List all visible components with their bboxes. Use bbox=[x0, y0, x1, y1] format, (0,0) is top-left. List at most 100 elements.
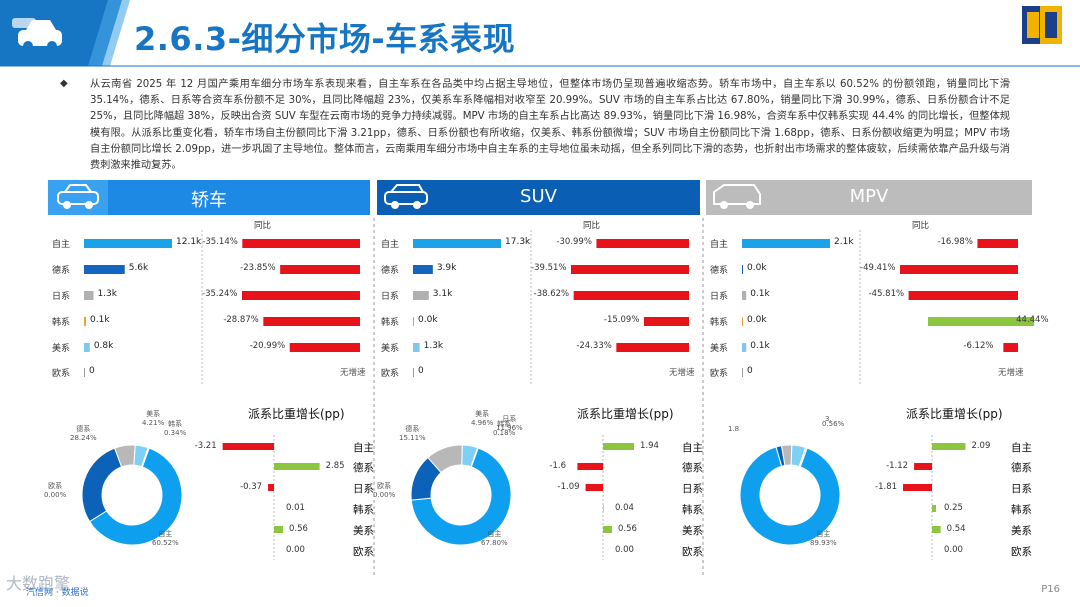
donut-label: 美系 4.21% bbox=[142, 410, 165, 427]
share-change-bar-negative bbox=[585, 484, 603, 491]
share-change-value: 0.56 bbox=[288, 524, 308, 534]
yoy-value: -6.12% bbox=[963, 341, 994, 351]
category-label: 德系 bbox=[52, 266, 71, 276]
donut-label: 韩系 0.18% bbox=[493, 420, 516, 437]
yoy-value: -30.99% bbox=[556, 237, 592, 247]
yoy-bar-negative bbox=[289, 343, 360, 352]
share-category-label: 德系 bbox=[1011, 462, 1032, 474]
segment-label: 轿车 bbox=[191, 190, 227, 211]
brand-logo-icon bbox=[1022, 6, 1062, 44]
header-graphic bbox=[0, 0, 1080, 67]
category-label: 欧系 bbox=[381, 369, 400, 379]
share-change-value: -1.81 bbox=[875, 482, 898, 492]
category-label: 韩系 bbox=[710, 318, 729, 328]
volume-value: 0.1k bbox=[750, 341, 770, 351]
segment-band-suv: SUV bbox=[377, 180, 700, 215]
volume-bar bbox=[413, 343, 420, 352]
share-change-value: 0.04 bbox=[615, 503, 634, 513]
donut-label: 欧系 0.00% bbox=[44, 482, 67, 499]
share-category-label: 自主 bbox=[682, 442, 703, 454]
yoy-value: -20.99% bbox=[249, 341, 286, 351]
yoy-value: -35.24% bbox=[202, 289, 238, 299]
yoy-value: -15.09% bbox=[603, 315, 640, 325]
footer-brand: 大数跑擎 bbox=[6, 574, 71, 593]
category-label: 韩系 bbox=[52, 318, 71, 328]
page-number: P16 bbox=[1041, 584, 1060, 595]
share-category-label: 韩系 bbox=[353, 504, 374, 516]
share-category-label: 自主 bbox=[1011, 442, 1032, 454]
category-label: 日系 bbox=[710, 292, 729, 302]
share-change-title: 派系比重增长(pp) bbox=[906, 407, 1003, 421]
share-change-value: 1.94 bbox=[640, 441, 659, 451]
volume-bar bbox=[742, 239, 830, 248]
yoy-header: 同比 bbox=[912, 221, 930, 231]
volume-bar bbox=[413, 265, 433, 274]
share-change-bar-negative bbox=[577, 463, 603, 470]
volume-value: 3.9k bbox=[436, 263, 457, 273]
segment-band-mpv: MPV bbox=[706, 180, 1032, 215]
volume-value: 0.0k bbox=[747, 263, 767, 273]
yoy-value: -49.41% bbox=[860, 263, 896, 273]
yoy-bar-negative bbox=[573, 291, 689, 300]
share-category-label: 美系 bbox=[682, 525, 703, 537]
yoy-value: -38.62% bbox=[533, 289, 570, 299]
volume-bar bbox=[413, 317, 414, 326]
yoy-header: 同比 bbox=[254, 221, 272, 231]
yoy-bar-negative bbox=[242, 291, 360, 300]
donut-slice bbox=[81, 447, 123, 523]
volume-value: 0.1k bbox=[90, 315, 110, 325]
yoy-bar-negative bbox=[900, 265, 1018, 274]
volume-bar bbox=[742, 368, 743, 377]
share-change-value: 2.85 bbox=[325, 461, 345, 471]
yoy-value: 44.44% bbox=[1016, 315, 1049, 325]
share-category-label: 日系 bbox=[353, 483, 374, 495]
volume-value: 0.0k bbox=[418, 315, 438, 325]
donut-label: 德系 28.24% bbox=[70, 425, 97, 442]
share-change-title: 派系比重增长(pp) bbox=[248, 407, 345, 421]
volume-value: 12.1k bbox=[176, 237, 202, 247]
share-change-bar-positive bbox=[274, 463, 320, 470]
volume-bar bbox=[84, 343, 90, 352]
segment-label: SUV bbox=[520, 186, 557, 207]
no-growth-label: 无增速 bbox=[340, 368, 366, 378]
page-title: 2.6.3-细分市场-车系表现 bbox=[134, 20, 516, 58]
volume-bar bbox=[84, 265, 125, 274]
category-label: 自主 bbox=[52, 240, 71, 250]
segment-band-sedan: 轿车 bbox=[48, 180, 370, 215]
volume-value: 2.1k bbox=[834, 237, 854, 247]
yoy-value: -28.87% bbox=[223, 315, 259, 325]
share-change-value: -3.21 bbox=[194, 441, 217, 451]
share-change-value: 0.56 bbox=[617, 524, 637, 534]
yoy-bar-negative bbox=[242, 239, 360, 248]
donut-slice bbox=[88, 447, 183, 546]
share-change-bar-positive bbox=[932, 526, 941, 533]
share-change-value: 0.00 bbox=[615, 545, 634, 555]
donut-slice bbox=[739, 446, 841, 546]
yoy-bar-negative bbox=[280, 265, 360, 274]
donut-label: 0.56% bbox=[822, 420, 845, 428]
category-label: 美系 bbox=[710, 344, 729, 354]
share-category-label: 韩系 bbox=[1011, 504, 1032, 516]
taxi-icon bbox=[57, 184, 99, 209]
share-change-bar-negative bbox=[222, 443, 274, 450]
category-label: 德系 bbox=[710, 266, 729, 276]
share-change-bar-negative bbox=[268, 484, 274, 491]
category-label: 德系 bbox=[381, 266, 400, 276]
volume-value: 0.1k bbox=[750, 289, 770, 299]
yoy-value: -24.33% bbox=[576, 341, 612, 351]
share-category-label: 欧系 bbox=[682, 546, 703, 558]
share-change-bar-positive bbox=[932, 505, 936, 512]
share-change-value: 0.25 bbox=[944, 503, 963, 513]
volume-value: 1.3k bbox=[97, 289, 117, 299]
volume-bar bbox=[413, 239, 501, 248]
volume-value: 0.8k bbox=[93, 341, 114, 351]
share-change-value: -1.09 bbox=[557, 482, 580, 492]
yoy-bar-negative bbox=[977, 239, 1018, 248]
yoy-bar-negative bbox=[908, 291, 1018, 300]
yoy-bar-negative bbox=[596, 239, 689, 248]
bullet-icon: ◆ bbox=[60, 78, 68, 89]
share-change-bar-positive bbox=[603, 505, 604, 512]
share-category-label: 日系 bbox=[682, 483, 703, 495]
volume-value: 1.3k bbox=[423, 341, 444, 351]
share-change-value: 2.09 bbox=[971, 441, 991, 451]
